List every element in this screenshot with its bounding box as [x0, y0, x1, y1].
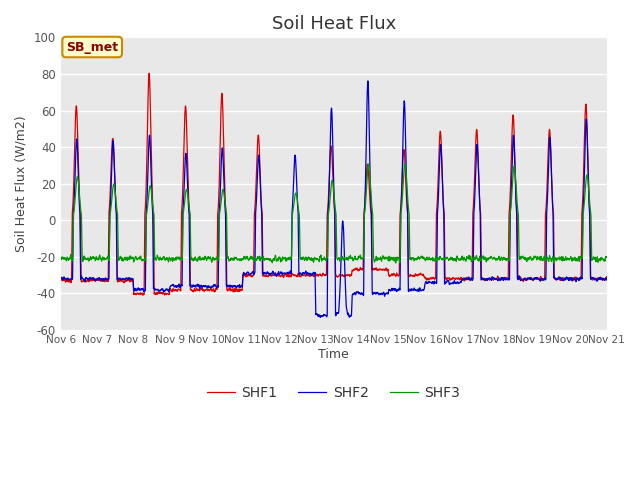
SHF2 — [57, 275, 65, 281]
SHF2 — [570, 276, 578, 282]
X-axis label: Time: Time — [318, 348, 349, 360]
SHF1 — [555, 274, 563, 280]
SHF2 — [317, 314, 324, 320]
Line: SHF2: SHF2 — [61, 81, 607, 317]
SHF3 — [57, 255, 65, 261]
SHF1 — [350, 266, 358, 272]
SHF3 — [349, 258, 357, 264]
Title: Soil Heat Flux: Soil Heat Flux — [271, 15, 396, 33]
SHF3 — [570, 257, 578, 263]
Y-axis label: Soil Heat Flux (W/m2): Soil Heat Flux (W/m2) — [15, 115, 28, 252]
SHF2 — [493, 276, 500, 282]
SHF3 — [209, 254, 217, 260]
SHF1 — [570, 277, 578, 283]
SHF2 — [555, 276, 563, 282]
SHF3 — [493, 255, 500, 261]
SHF2 — [349, 292, 357, 298]
SHF2 — [603, 277, 611, 283]
SHF1 — [362, 186, 369, 192]
SHF1 — [493, 276, 500, 282]
SHF2 — [362, 184, 369, 190]
SHF3 — [392, 260, 399, 266]
SHF1 — [145, 71, 153, 76]
SHF3 — [365, 161, 372, 167]
SHF3 — [603, 254, 611, 260]
SHF2 — [364, 78, 372, 84]
Legend: SHF1, SHF2, SHF3: SHF1, SHF2, SHF3 — [202, 380, 466, 405]
SHF1 — [603, 274, 611, 279]
Text: SB_met: SB_met — [66, 40, 118, 53]
Line: SHF3: SHF3 — [61, 164, 607, 263]
SHF1 — [57, 276, 65, 282]
SHF2 — [209, 284, 217, 290]
SHF3 — [555, 256, 563, 262]
SHF1 — [209, 286, 217, 292]
SHF3 — [362, 205, 369, 211]
Line: SHF1: SHF1 — [61, 73, 607, 295]
SHF1 — [139, 292, 147, 298]
